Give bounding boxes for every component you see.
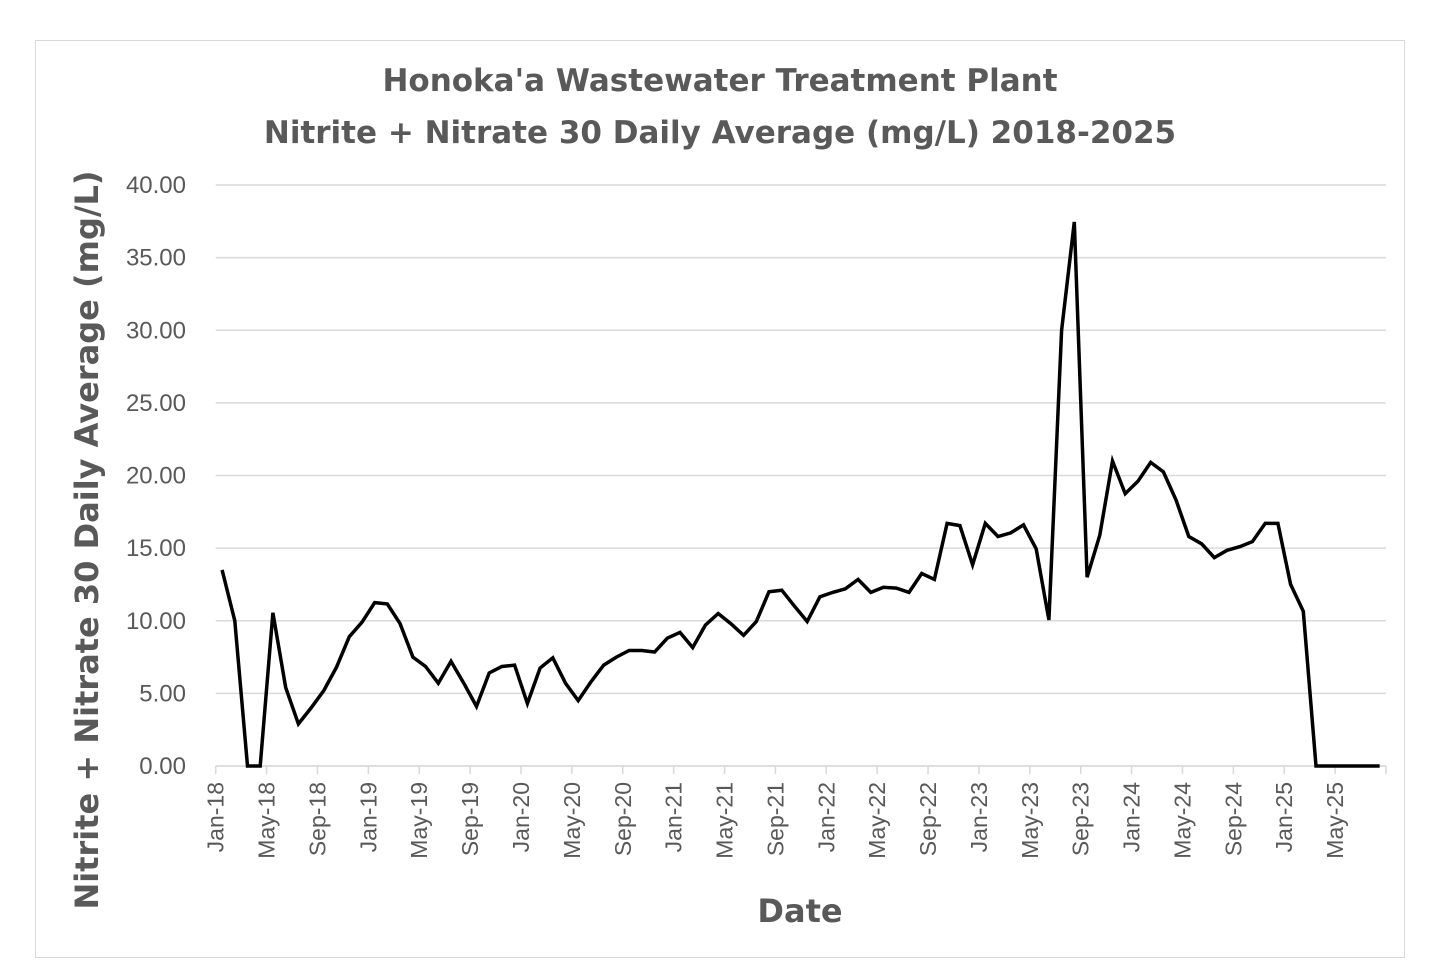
y-axis-title: Nitrite + Nitrate 30 Daily Average (mg/L… [68,170,106,909]
y-tick-label: 30.00 [126,317,186,344]
x-tick-label: Sep-22 [915,782,941,856]
x-tick-label: Sep-21 [762,782,788,856]
series-line [220,221,1380,768]
x-tick-label: May-22 [864,782,890,859]
x-tick-label: May-24 [1169,782,1195,859]
x-tick-label: Sep-23 [1068,782,1094,856]
x-tick-label: Jan-23 [966,782,992,852]
y-tick-label: 10.00 [126,608,186,635]
x-tick-label: May-18 [254,782,280,859]
y-tick-label: 15.00 [126,535,186,562]
y-tick-label: 0.00 [139,753,186,780]
y-tick-label: 20.00 [126,463,186,490]
x-tick-label: Jan-19 [355,782,381,852]
x-tick-label: Sep-24 [1220,782,1246,856]
x-tick-label: May-19 [406,782,432,859]
y-tick-label: 35.00 [126,245,186,272]
y-tick-label: 25.00 [126,390,186,417]
x-tick-label: May-21 [712,782,738,859]
chart-title-line-2: Nitrite + Nitrate 30 Daily Average (mg/L… [264,115,1176,151]
x-tick-label: Sep-19 [457,782,483,856]
x-tick-label: Jan-25 [1271,782,1297,852]
x-tick-label: Jan-20 [508,782,534,852]
x-tick-label: May-25 [1322,782,1348,859]
x-axis-title: Date [757,892,842,930]
y-tick-label: 40.00 [126,172,186,199]
x-tick-label: Jan-21 [661,782,687,852]
x-tick-label: Sep-18 [304,782,330,856]
y-tick-label: 5.00 [139,680,186,707]
x-tick-label: Jan-18 [203,782,229,852]
x-tick-label: May-23 [1017,782,1043,859]
chart-title-line-1: Honoka'a Wastewater Treatment Plant [382,63,1057,99]
x-tick-label: May-20 [559,782,585,859]
x-tick-label: Jan-22 [813,782,839,852]
x-tick-label: Jan-24 [1119,782,1145,853]
x-tick-label: Sep-20 [610,782,636,856]
